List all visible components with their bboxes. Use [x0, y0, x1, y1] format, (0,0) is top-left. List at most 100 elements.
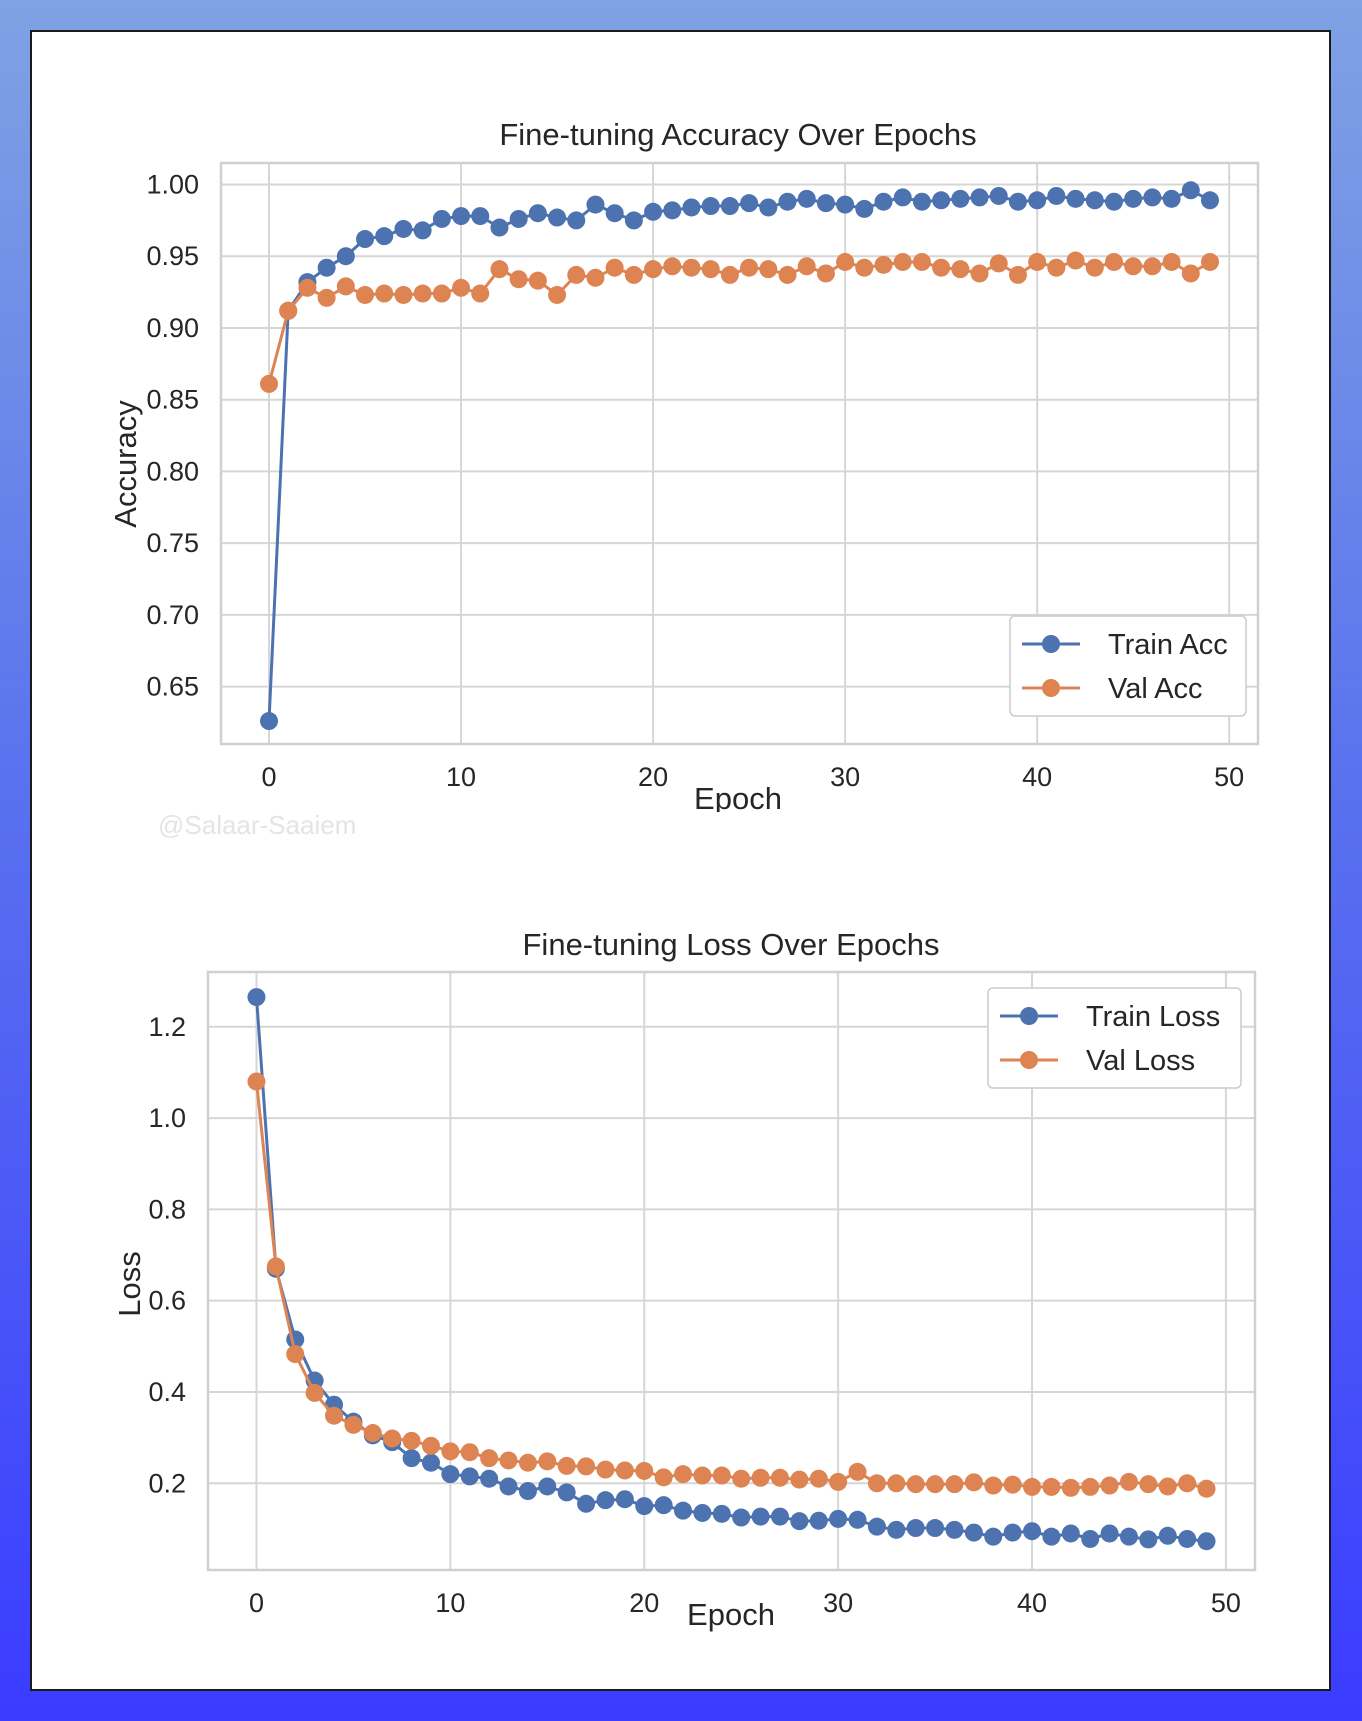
- acc-point: [413, 221, 432, 240]
- acc-point: [836, 195, 855, 214]
- loss-legend-box: [987, 987, 1242, 1089]
- loss-xtick-label: 50: [1211, 1588, 1241, 1618]
- loss-point: [577, 1494, 596, 1513]
- acc-point: [970, 264, 989, 283]
- acc-point: [740, 194, 759, 213]
- acc-point: [855, 199, 874, 218]
- loss-point: [1158, 1526, 1177, 1545]
- loss-point: [538, 1477, 557, 1496]
- acc-point: [452, 207, 471, 226]
- loss-point: [1158, 1477, 1177, 1496]
- acc-point: [548, 208, 567, 227]
- loss-point: [790, 1512, 809, 1531]
- loss-point: [829, 1509, 848, 1528]
- loss-point: [887, 1474, 906, 1493]
- loss-point: [577, 1457, 596, 1476]
- acc-point: [605, 204, 624, 223]
- loss-legend-marker-1: [1020, 1051, 1038, 1069]
- loss-ytick-label: 1.0: [148, 1103, 186, 1133]
- acc-xtick-label: 20: [638, 762, 668, 792]
- loss-chart-ylabel: Loss: [112, 1251, 147, 1316]
- acc-ytick-label: 0.90: [146, 313, 199, 343]
- loss-point: [926, 1519, 945, 1538]
- acc-point: [1162, 189, 1181, 208]
- loss-point: [518, 1453, 537, 1472]
- acc-point: [586, 268, 605, 287]
- loss-point: [964, 1523, 983, 1542]
- acc-legend-marker-1: [1042, 679, 1060, 697]
- loss-point: [693, 1466, 712, 1485]
- acc-point: [1008, 192, 1027, 211]
- acc-point: [1008, 265, 1027, 284]
- loss-point: [674, 1501, 693, 1520]
- acc-legend-label-0: Train Acc: [1108, 629, 1228, 661]
- loss-ytick-label: 1.2: [148, 1012, 186, 1042]
- acc-point: [1085, 258, 1104, 277]
- loss-point: [693, 1503, 712, 1522]
- loss-point: [460, 1467, 479, 1486]
- loss-point: [421, 1436, 440, 1455]
- loss-point: [1023, 1477, 1042, 1496]
- loss-point: [441, 1465, 460, 1484]
- acc-xtick-label: 40: [1022, 762, 1052, 792]
- acc-point: [797, 189, 816, 208]
- loss-point: [654, 1468, 673, 1487]
- acc-ytick-label: 0.80: [146, 456, 199, 486]
- loss-xtick-label: 10: [435, 1588, 465, 1618]
- acc-point: [471, 207, 490, 226]
- acc-point: [1066, 189, 1085, 208]
- acc-point: [797, 257, 816, 276]
- acc-point: [1047, 258, 1066, 277]
- accuracy-chart-ylabel: Accuracy: [108, 400, 143, 528]
- loss-point: [1119, 1527, 1138, 1546]
- loss-point: [867, 1517, 886, 1536]
- acc-point: [260, 374, 279, 393]
- loss-ytick-label: 0.6: [148, 1286, 186, 1316]
- acc-point: [874, 192, 893, 211]
- acc-point: [970, 188, 989, 207]
- loss-point: [1139, 1530, 1158, 1549]
- accuracy-chart: Fine-tuning Accuracy Over Epochs Epoch A…: [108, 117, 1260, 812]
- acc-point: [490, 260, 509, 279]
- loss-point: [1003, 1523, 1022, 1542]
- acc-point: [682, 198, 701, 217]
- acc-xtick-label: 0: [261, 762, 276, 792]
- acc-point: [893, 188, 912, 207]
- acc-point: [605, 258, 624, 277]
- loss-xtick-label: 30: [823, 1588, 853, 1618]
- loss-point: [596, 1491, 615, 1510]
- acc-point: [1085, 191, 1104, 210]
- acc-point: [912, 252, 931, 271]
- acc-point: [874, 255, 893, 274]
- acc-point: [893, 252, 912, 271]
- acc-point: [1047, 186, 1066, 205]
- acc-point: [951, 189, 970, 208]
- loss-point: [1042, 1477, 1061, 1496]
- loss-point: [1197, 1532, 1216, 1551]
- acc-point: [701, 260, 720, 279]
- acc-point: [836, 252, 855, 271]
- acc-point: [701, 197, 720, 216]
- acc-point: [509, 209, 528, 228]
- acc-point: [989, 186, 1008, 205]
- loss-point: [809, 1469, 828, 1488]
- accuracy-chart-xlabel: Epoch: [694, 781, 782, 812]
- acc-point: [471, 284, 490, 303]
- acc-point: [644, 202, 663, 221]
- loss-point: [829, 1472, 848, 1491]
- loss-point: [751, 1468, 770, 1487]
- loss-point: [848, 1510, 867, 1529]
- loss-chart-title: Fine-tuning Loss Over Epochs: [523, 927, 940, 962]
- acc-point: [394, 219, 413, 238]
- acc-ytick-label: 1.00: [146, 170, 199, 200]
- acc-point: [951, 260, 970, 279]
- acc-point: [663, 201, 682, 220]
- loss-point: [732, 1508, 751, 1527]
- acc-point: [932, 258, 951, 277]
- acc-legend-box: [1009, 615, 1247, 717]
- acc-point: [509, 270, 528, 289]
- acc-point: [375, 227, 394, 246]
- acc-point: [740, 258, 759, 277]
- loss-point: [1061, 1478, 1080, 1497]
- loss-point: [441, 1442, 460, 1461]
